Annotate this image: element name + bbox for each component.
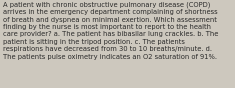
- Text: A patient with chronic obstructive pulmonary disease (COPD)
arrives in the emerg: A patient with chronic obstructive pulmo…: [3, 1, 218, 60]
